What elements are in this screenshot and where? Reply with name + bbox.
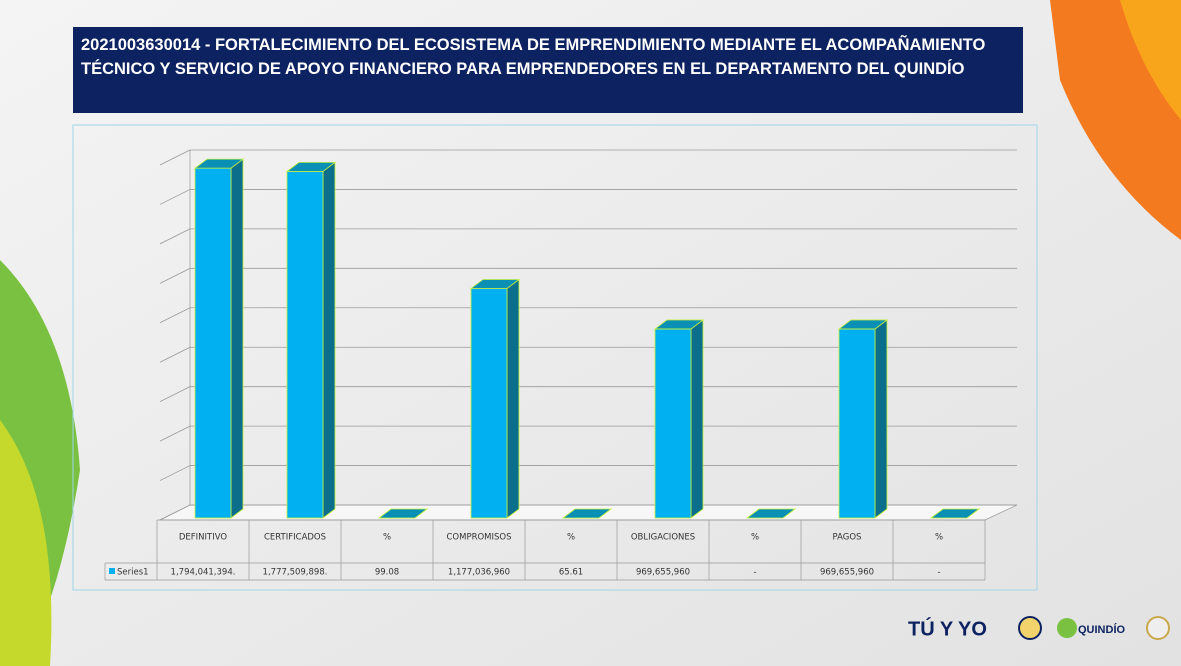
data-label: - xyxy=(937,568,940,578)
x-tick-label: CERTIFICADOS xyxy=(264,533,326,543)
x-tick-label: % xyxy=(383,533,391,543)
bar-top xyxy=(193,158,245,169)
bar-front xyxy=(654,328,692,519)
x-tick-label: OBLIGACIONES xyxy=(631,533,695,543)
bar-top xyxy=(929,508,981,519)
bar-side xyxy=(230,158,244,519)
bar-top xyxy=(377,508,429,519)
grid-line-side xyxy=(159,189,191,205)
x-tick-label: PAGOS xyxy=(833,533,862,543)
data-label: 1,177,036,960 xyxy=(448,568,510,578)
bar-side xyxy=(322,161,336,519)
legend-key xyxy=(109,568,115,574)
x-tick-label: COMPROMISOS xyxy=(446,533,511,543)
decor-lime xyxy=(0,420,52,666)
data-label: 969,655,960 xyxy=(820,568,874,578)
bar-top xyxy=(745,508,797,519)
bar xyxy=(561,508,613,519)
x-tick-label: % xyxy=(567,533,575,543)
bar-front xyxy=(838,328,876,519)
bar xyxy=(837,319,889,519)
data-label: 1,794,041,394. xyxy=(171,568,236,578)
grid-line-side xyxy=(159,504,191,521)
grid-line-side xyxy=(159,465,191,481)
data-label: 969,655,960 xyxy=(636,568,690,578)
bar xyxy=(745,508,797,519)
bar-top xyxy=(837,319,889,330)
logo-text: TÚ Y YO xyxy=(908,616,987,640)
logo-seal xyxy=(1018,616,1042,640)
bar-front xyxy=(194,167,232,519)
bar xyxy=(469,278,521,519)
bar-side xyxy=(690,319,704,519)
bar xyxy=(285,161,337,519)
grid-line-side xyxy=(159,346,191,363)
bar xyxy=(377,508,429,519)
data-label: 99.08 xyxy=(375,568,399,578)
decor-orange-light xyxy=(1120,0,1181,120)
grid-line-side xyxy=(159,149,191,166)
bar xyxy=(929,508,981,519)
bar-front xyxy=(286,170,324,519)
slide-title: 2021003630014 - FORTALECIMIENTO DEL ECOS… xyxy=(73,27,1023,113)
bar-side xyxy=(506,278,520,519)
logo-seal xyxy=(1146,616,1170,640)
bar-side xyxy=(874,319,888,519)
data-label: 65.61 xyxy=(559,568,583,578)
x-tick-label: % xyxy=(751,533,759,543)
bar-top xyxy=(469,279,521,289)
grid-line-side xyxy=(159,386,191,403)
bar xyxy=(653,319,705,519)
x-tick-label: % xyxy=(935,533,943,543)
logo-dot xyxy=(1057,618,1077,638)
grid-line-side xyxy=(159,307,191,324)
bar-top xyxy=(561,508,613,519)
data-label: 1,777,509,898. xyxy=(263,568,328,578)
logo-text: QUINDÍO xyxy=(1078,623,1126,636)
bar-top xyxy=(285,161,337,172)
bar-top xyxy=(653,319,705,330)
logos: TÚ Y YO QUINDÍO xyxy=(908,616,1170,640)
grid-line-side xyxy=(159,228,191,245)
grid-line-side xyxy=(159,425,191,442)
x-tick-label: DEFINITIVO xyxy=(179,533,228,543)
bar-front xyxy=(470,288,508,519)
chart-frame xyxy=(72,124,1038,591)
data-label: - xyxy=(753,568,756,578)
legend-label: Series1 xyxy=(117,568,149,578)
bar xyxy=(193,158,245,519)
grid-line-side xyxy=(159,267,191,284)
